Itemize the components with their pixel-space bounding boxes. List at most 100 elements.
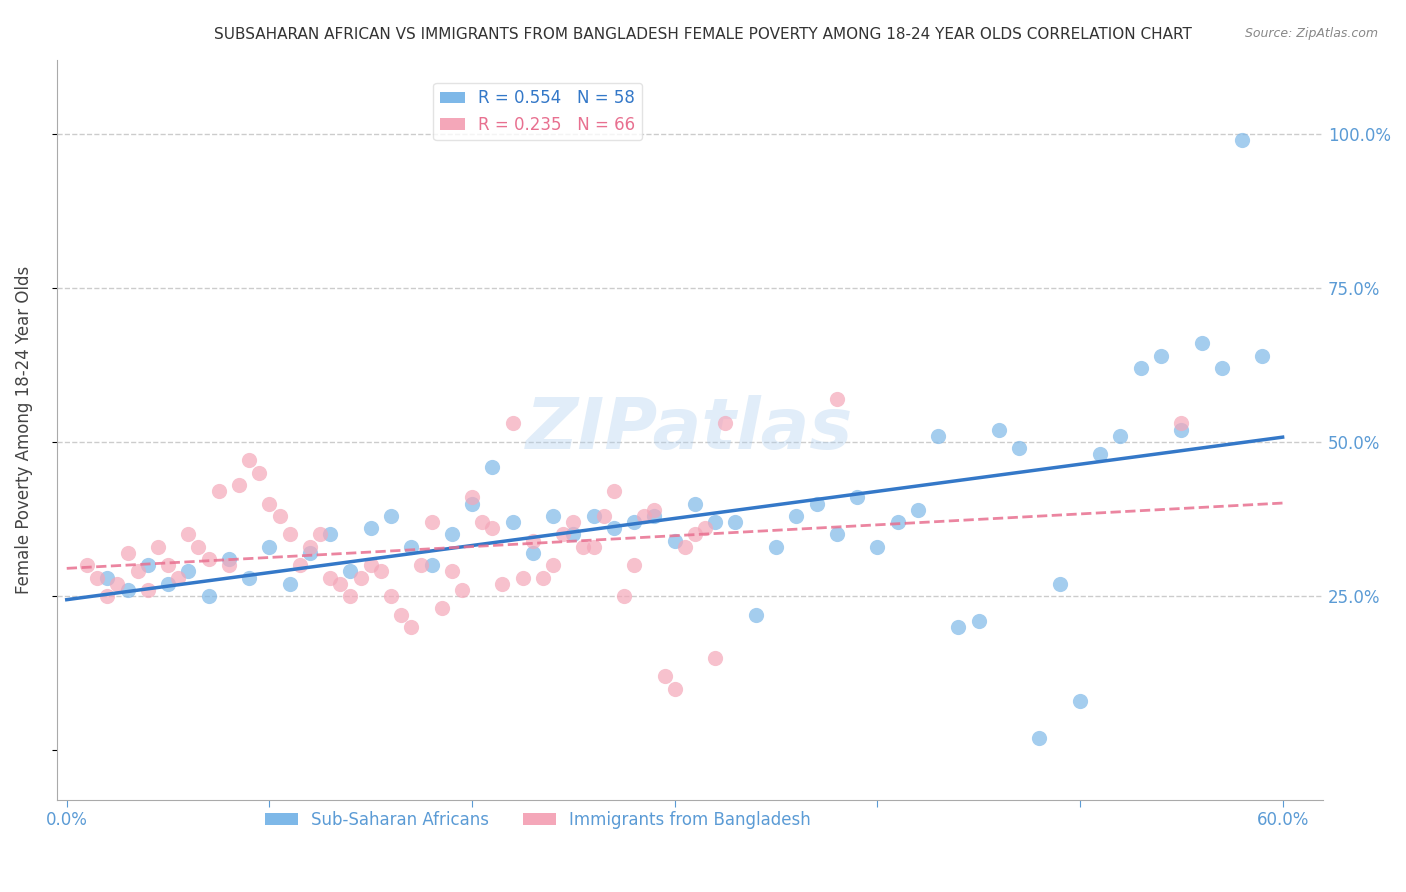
Point [86,570,108,584]
Point [269,508,291,523]
Point [987,423,1010,437]
Point [613,589,636,603]
Point [886,515,908,529]
Point [1170,423,1192,437]
Point [603,521,626,535]
Point [461,497,484,511]
Point [1170,417,1192,431]
Point [298,540,321,554]
Point [259,540,281,554]
Point [471,515,494,529]
Point [399,540,422,554]
Point [461,491,484,505]
Point [339,565,361,579]
Point [278,576,301,591]
Point [440,527,463,541]
Point [430,601,453,615]
Point [389,607,412,622]
Point [664,681,686,696]
Point [562,515,585,529]
Point [481,459,503,474]
Point [360,521,382,535]
Point [1230,133,1253,147]
Point [370,565,392,579]
Point [603,484,626,499]
Point [451,582,474,597]
Point [572,540,595,554]
Point [765,540,787,554]
Point [339,589,361,603]
Point [157,558,180,573]
Point [553,527,575,541]
Point [360,558,382,573]
Point [582,508,605,523]
Point [1191,336,1213,351]
Point [329,576,352,591]
Point [967,614,990,628]
Point [502,515,524,529]
Point [704,515,727,529]
Point [683,527,706,541]
Point [420,515,443,529]
Point [238,570,260,584]
Point [623,515,645,529]
Text: Source: ZipAtlas.com: Source: ZipAtlas.com [1244,27,1378,40]
Point [399,620,422,634]
Point [948,620,970,634]
Point [1150,349,1173,363]
Text: ZIPatlas: ZIPatlas [526,395,853,464]
Text: SUBSAHARAN AFRICAN VS IMMIGRANTS FROM BANGLADESH FEMALE POVERTY AMONG 18-24 YEAR: SUBSAHARAN AFRICAN VS IMMIGRANTS FROM BA… [214,27,1192,42]
Point [1129,360,1152,375]
Point [745,607,768,622]
Point [582,540,605,554]
Point [541,508,564,523]
Point [259,497,281,511]
Point [512,570,534,584]
Point [157,576,180,591]
Point [643,502,665,516]
Point [440,565,463,579]
Point [522,546,544,560]
Point [491,576,513,591]
Point [562,527,585,541]
Point [76,558,98,573]
Point [177,527,200,541]
Point [623,558,645,573]
Point [664,533,686,548]
Y-axis label: Female Poverty Among 18-24 Year Olds: Female Poverty Among 18-24 Year Olds [15,266,32,594]
Point [146,540,169,554]
Point [592,508,614,523]
Point [187,540,209,554]
Point [136,582,159,597]
Point [927,428,949,442]
Point [218,558,240,573]
Point [1049,576,1071,591]
Point [197,552,219,566]
Point [825,527,848,541]
Point [673,540,696,554]
Point [1028,731,1050,745]
Point [218,552,240,566]
Point [380,589,402,603]
Point [127,565,149,579]
Point [288,558,311,573]
Point [420,558,443,573]
Point [1109,428,1132,442]
Point [643,508,665,523]
Point [309,527,332,541]
Point [825,392,848,406]
Point [380,508,402,523]
Point [502,417,524,431]
Point [208,484,231,499]
Point [683,497,706,511]
Point [654,669,676,683]
Point [1008,441,1031,455]
Point [349,570,371,584]
Point [907,502,929,516]
Point [866,540,889,554]
Point [714,417,737,431]
Point [107,576,129,591]
Point [238,453,260,467]
Point [96,570,118,584]
Point [228,478,250,492]
